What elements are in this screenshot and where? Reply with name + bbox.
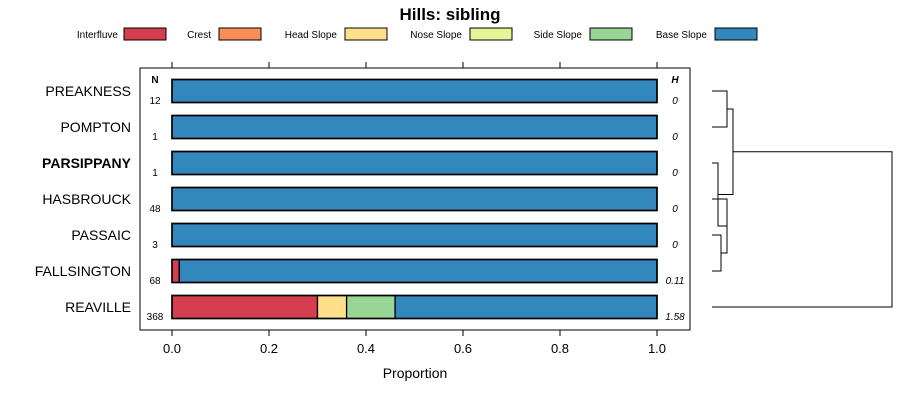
row-n-5: 3 (152, 240, 158, 251)
h-column-header: H (671, 75, 679, 86)
bar-segment-7-1 (171, 294, 319, 320)
plot-frame (139, 67, 691, 331)
row-label-6: FALLSINGTON (35, 263, 131, 279)
bar-outline-7 (171, 294, 658, 320)
bar-segment-7-3 (316, 294, 348, 320)
bar-outline-3 (171, 150, 658, 176)
dendrogram-link-2 (712, 234, 722, 272)
plot-area: N H 0.0 0.2 0.4 0.6 0.8 1.0 PREAKNESS 12 0 POMPTON 1… (35, 62, 691, 356)
legend-swatch-4 (469, 27, 513, 41)
bar-outline-2 (171, 114, 658, 140)
bar-segment-6-6 (178, 258, 658, 284)
legend-swatch-1 (123, 27, 167, 41)
bar-outline-1 (171, 78, 658, 104)
x-tick-label-5: 1.0 (648, 341, 666, 356)
legend-swatch-2 (218, 27, 262, 41)
legend-label-4: Nose Slope (410, 30, 462, 41)
row-n-3: 1 (152, 168, 158, 179)
bar-segment-7-6 (394, 294, 658, 320)
row-n-6: 68 (149, 276, 161, 287)
row-label-1: PREAKNESS (45, 83, 131, 99)
row-n-2: 1 (152, 132, 158, 143)
row-label-4: HASBROUCK (42, 191, 131, 207)
chart-title: Hills: sibling (399, 5, 500, 24)
row-h-6: 0.11 (666, 276, 685, 287)
legend-label-3: Head Slope (285, 30, 338, 41)
row-n-7: 368 (147, 312, 164, 323)
legend-label-1: Interfluve (77, 30, 119, 41)
row-n-1: 12 (149, 96, 161, 107)
bar-segment-6-1 (171, 258, 180, 284)
bar-segment-4-6 (171, 186, 658, 212)
legend-label-6: Base Slope (656, 30, 708, 41)
legend: Interfluve Crest Head Slope Nose Slope Side … (77, 27, 758, 41)
dendrogram-link-6 (712, 151, 893, 308)
x-tick-label-1: 0.2 (260, 341, 278, 356)
row-label-5: PASSAIC (71, 227, 131, 243)
row-label-2: POMPTON (60, 119, 131, 135)
x-tick-label-0: 0.0 (163, 341, 181, 356)
x-tick-label-2: 0.4 (357, 341, 375, 356)
bar-segment-7-5 (345, 294, 396, 320)
dendrogram-link-1 (712, 90, 728, 128)
x-axis-title: Proportion (383, 365, 448, 381)
bar-segment-1-6 (171, 78, 658, 104)
row-label-7: REAVILLE (65, 299, 131, 315)
row-n-4: 48 (149, 204, 161, 215)
row-h-2: 0 (672, 132, 678, 143)
bar-outline-6 (171, 258, 658, 284)
legend-swatch-5 (589, 27, 633, 41)
dendrogram (712, 90, 893, 308)
row-h-1: 0 (672, 96, 678, 107)
legend-label-2: Crest (187, 30, 211, 41)
legend-swatch-3 (344, 27, 388, 41)
bar-segment-3-6 (171, 150, 658, 176)
x-tick-label-3: 0.6 (454, 341, 472, 356)
x-tick-label-4: 0.8 (551, 341, 569, 356)
legend-swatch-6 (714, 27, 758, 41)
dendrogram-link-5 (718, 108, 734, 195)
legend-label-5: Side Slope (534, 30, 583, 41)
row-h-5: 0 (672, 240, 678, 251)
row-h-3: 0 (672, 168, 678, 179)
bar-outline-4 (171, 186, 658, 212)
row-label-3: PARSIPPANY (42, 155, 132, 171)
row-h-4: 0 (672, 204, 678, 215)
bar-segment-2-6 (171, 114, 658, 140)
n-column-header: N (151, 75, 158, 86)
bar-outline-5 (171, 222, 658, 248)
row-h-7: 1.58 (665, 312, 685, 323)
bar-segment-5-6 (171, 222, 658, 248)
